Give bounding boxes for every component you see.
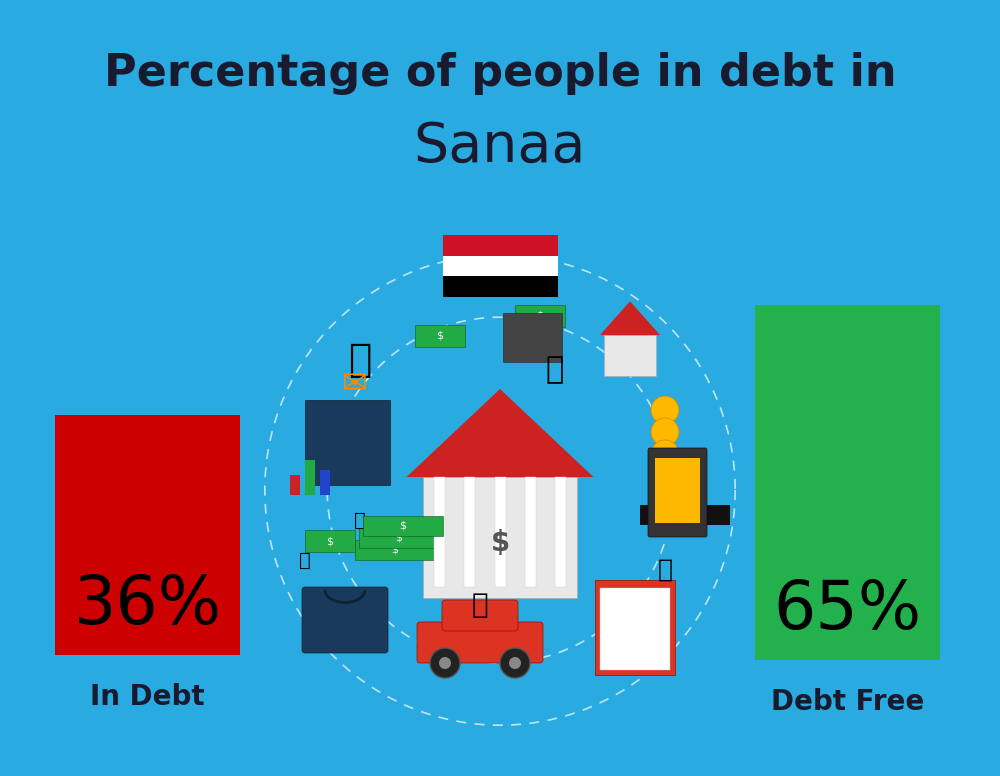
Text: Percentage of people in debt in: Percentage of people in debt in (104, 52, 896, 95)
Text: $: $ (490, 529, 510, 557)
Text: $: $ (436, 331, 444, 341)
Bar (442, 255, 558, 276)
Bar (604, 335, 656, 376)
Circle shape (651, 396, 679, 424)
Text: ✉: ✉ (342, 370, 368, 400)
FancyBboxPatch shape (359, 528, 439, 548)
Bar (305, 460, 315, 495)
Polygon shape (406, 389, 594, 477)
Text: 🔑: 🔑 (546, 355, 564, 384)
Text: $: $ (536, 311, 544, 321)
FancyBboxPatch shape (655, 458, 700, 523)
Text: $: $ (400, 521, 406, 531)
Circle shape (509, 657, 521, 669)
FancyBboxPatch shape (423, 477, 577, 598)
Bar (525, 477, 536, 587)
Circle shape (260, 250, 740, 730)
Circle shape (500, 648, 530, 678)
Bar (464, 477, 475, 587)
Bar (442, 276, 558, 297)
Bar (555, 477, 566, 587)
Polygon shape (600, 301, 660, 335)
Bar (755, 305, 940, 660)
Text: $: $ (392, 545, 398, 555)
Text: 🎓: 🎓 (670, 471, 700, 519)
Circle shape (651, 440, 679, 468)
Text: 🐷: 🐷 (472, 591, 488, 619)
FancyBboxPatch shape (305, 530, 355, 552)
FancyBboxPatch shape (600, 588, 670, 670)
Text: 36%: 36% (74, 572, 222, 638)
Bar (290, 475, 300, 495)
FancyBboxPatch shape (417, 622, 543, 663)
Text: $: $ (396, 533, 402, 543)
FancyBboxPatch shape (355, 540, 435, 560)
Text: 🦅: 🦅 (348, 341, 372, 379)
FancyBboxPatch shape (415, 325, 465, 347)
FancyBboxPatch shape (363, 516, 443, 536)
Text: Sanaa: Sanaa (414, 120, 586, 174)
Text: Debt Free: Debt Free (771, 688, 924, 716)
Text: 🔒: 🔒 (658, 558, 672, 582)
FancyBboxPatch shape (640, 505, 730, 525)
Bar (55, 415, 240, 655)
Text: In Debt: In Debt (90, 683, 205, 711)
Text: 💎: 💎 (354, 511, 366, 529)
FancyBboxPatch shape (302, 587, 388, 653)
FancyBboxPatch shape (442, 600, 518, 631)
Bar (320, 470, 330, 495)
Text: $: $ (326, 536, 334, 546)
Text: 65%: 65% (773, 577, 922, 643)
Circle shape (430, 648, 460, 678)
FancyBboxPatch shape (595, 580, 675, 675)
FancyBboxPatch shape (305, 400, 390, 485)
Bar (494, 477, 506, 587)
FancyBboxPatch shape (648, 448, 707, 537)
Text: 🔒: 🔒 (299, 550, 311, 570)
FancyBboxPatch shape (515, 305, 565, 327)
FancyBboxPatch shape (503, 313, 562, 362)
Bar (442, 235, 558, 255)
Circle shape (439, 657, 451, 669)
Bar (434, 477, 445, 587)
Circle shape (651, 418, 679, 446)
